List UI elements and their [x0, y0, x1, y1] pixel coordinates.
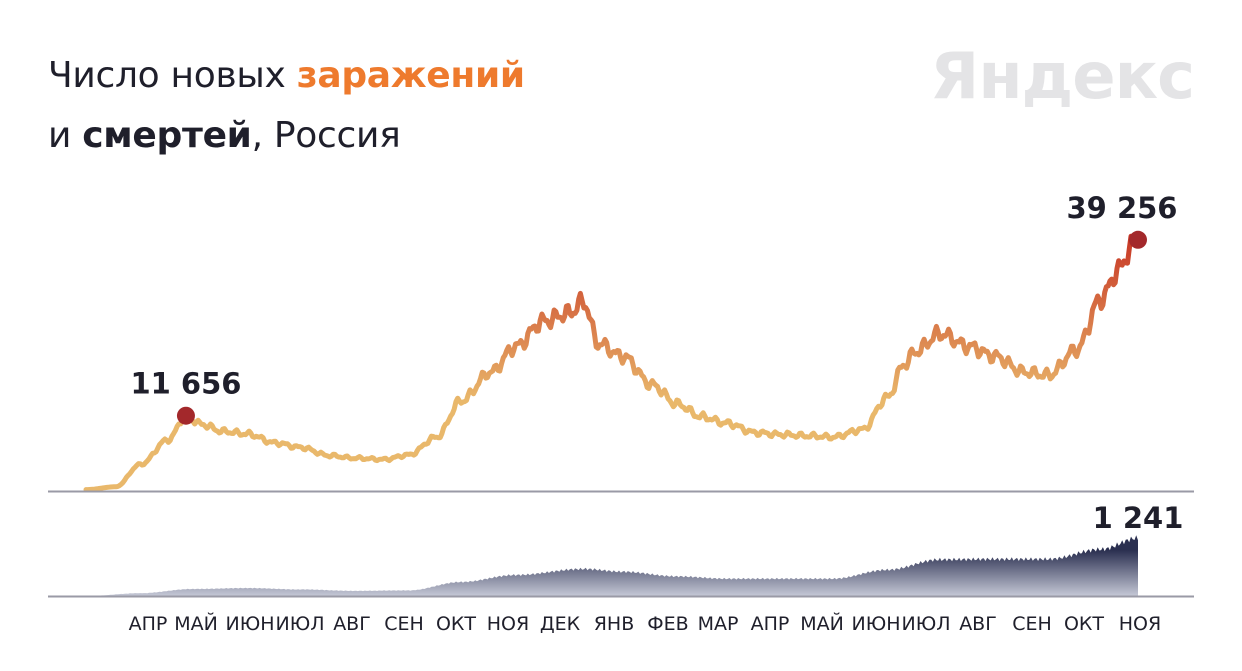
month-tick-label: ИЮЛ — [901, 613, 950, 635]
month-tick-label: АВГ — [959, 613, 997, 635]
month-tick-label: МАЙ — [174, 612, 218, 635]
month-tick-label: МАР — [698, 613, 739, 635]
yandex-logo: Яндекс — [930, 40, 1195, 114]
infections-peak-label: 11 656 — [130, 367, 241, 401]
chart-title: Число новых заражений и смертей, Россия — [48, 46, 525, 166]
infections-peak-marker — [176, 406, 195, 425]
infections-chart: 11 656 39 256 — [48, 191, 1194, 493]
title-line-2: и смертей, Россия — [48, 106, 525, 166]
month-tick-label: СЕН — [384, 613, 424, 635]
x-axis: АПР МАЙ ИЮН ИЮЛ АВГ СЕН ОКТ НОЯ ДЕК ЯНВ ФЕВ МАР АПР М… — [129, 612, 1162, 635]
title-infections: заражений — [296, 55, 525, 96]
month-tick-label: ИЮЛ — [275, 613, 324, 635]
infections-peak-label: 39 256 — [1067, 191, 1178, 225]
month-tick-label: МАЙ — [800, 612, 844, 635]
month-tick-label: ИЮН — [851, 613, 900, 635]
infections-peak-marker — [1129, 230, 1147, 249]
month-tick-label: ФЕВ — [647, 613, 688, 635]
month-tick-label: СЕН — [1012, 613, 1052, 635]
month-tick-label: ДЕК — [540, 613, 581, 635]
title-line-1: Число новых заражений — [48, 46, 525, 106]
deaths-chart: 1 241 — [48, 501, 1194, 598]
month-tick-label: АПР — [129, 613, 168, 635]
deaths-peak-label: 1 241 — [1093, 501, 1184, 535]
title-text: Число новых — [48, 55, 297, 96]
deaths-series-area — [86, 535, 1138, 596]
month-tick-label: ОКТ — [436, 613, 476, 635]
infections-series-line — [83, 233, 1141, 493]
month-tick-label: ЯНВ — [594, 613, 635, 635]
month-tick-label: НОЯ — [1119, 613, 1161, 635]
month-tick-label: ИЮН — [225, 613, 274, 635]
title-country: , Россия — [251, 115, 401, 156]
month-tick-label: ОКТ — [1064, 613, 1104, 635]
month-tick-label: НОЯ — [487, 613, 529, 635]
title-deaths: смертей — [82, 115, 252, 156]
title-text: и — [48, 115, 83, 156]
month-tick-label: АВГ — [333, 613, 371, 635]
month-tick-label: АПР — [751, 613, 790, 635]
